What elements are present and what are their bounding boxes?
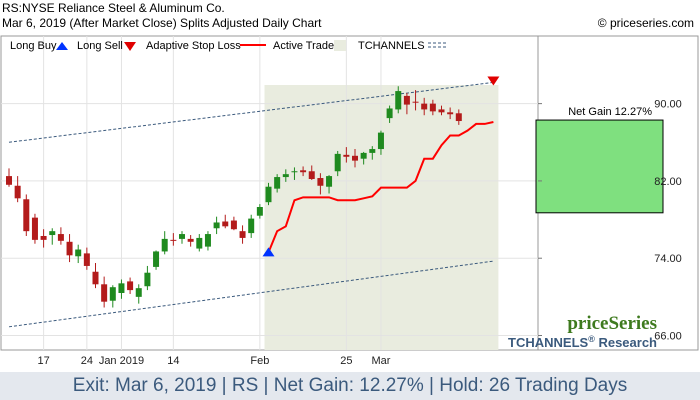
candle-body — [429, 103, 436, 112]
candle-body — [256, 207, 263, 216]
candle-body — [248, 218, 255, 234]
candle-body — [66, 241, 73, 256]
candle-body — [300, 170, 307, 173]
legend-long-buy: Long Buy — [10, 40, 57, 52]
candle-body — [455, 113, 462, 122]
candle-body — [360, 152, 367, 159]
candle-body — [395, 91, 402, 110]
candle-body — [14, 185, 21, 199]
legend-long-sell: Long Sell — [77, 40, 123, 52]
adaptive-stop-line — [267, 121, 494, 253]
x-tick-label: Mar — [371, 355, 390, 367]
legend-buy-arrow-icon — [56, 42, 68, 50]
x-tick-label: 14 — [167, 355, 179, 367]
net-gain-label: Net Gain 12.27% — [568, 106, 652, 118]
candle-body — [230, 220, 237, 230]
candle-body — [23, 199, 30, 232]
candle-body — [282, 174, 289, 178]
channel-upper-line — [8, 81, 494, 143]
candle-body — [161, 238, 168, 252]
candle-body — [83, 253, 90, 266]
candle-body — [144, 272, 151, 287]
candle-body — [204, 234, 211, 247]
candle-body — [377, 132, 384, 150]
y-tick-label: 66.00 — [654, 331, 682, 343]
price-chart: Net Gain 12.27% 66.00 74.00 82.00 90.00 17 24… — [0, 35, 699, 367]
candle-body — [6, 176, 12, 185]
y-tick-label: 82.00 — [654, 176, 682, 188]
candle-body — [40, 235, 47, 240]
candle-body — [196, 237, 203, 249]
candle-body — [222, 221, 229, 227]
candle-body — [153, 251, 160, 267]
x-tick-label: Feb — [250, 355, 269, 367]
candle-body — [75, 249, 82, 257]
candle-body — [92, 271, 99, 285]
watermark-tchannels: TCHANNELS — [508, 335, 588, 350]
candle-body — [127, 281, 134, 291]
candle-body — [170, 239, 177, 241]
candle-body — [412, 101, 419, 103]
candle-body — [447, 112, 454, 115]
legend-adaptive-stop: Adaptive Stop Loss — [146, 40, 241, 52]
candle-body — [118, 283, 125, 293]
channel-lower-line — [8, 260, 494, 328]
x-tick-label: 17 — [37, 355, 49, 367]
candle-body — [239, 231, 246, 238]
candle-body — [403, 95, 410, 105]
candle-body — [49, 231, 56, 236]
candle-body — [265, 186, 272, 203]
candle-body — [135, 288, 142, 297]
watermark-research-word: Research — [595, 335, 657, 350]
x-tick-label: Jan 2019 — [99, 355, 144, 367]
copyright: © priceseries.com — [597, 16, 694, 30]
legend-active-trade: Active Trade — [273, 40, 334, 52]
long-buy-arrow-icon — [262, 247, 275, 257]
candle-body — [291, 171, 298, 173]
net-gain-box — [535, 119, 664, 214]
candle-body — [101, 284, 108, 302]
candle-body — [352, 155, 358, 161]
trade-summary-footer: Exit: Mar 6, 2019 | RS | Net Gain: 12.27… — [0, 372, 700, 400]
candle-body — [57, 234, 64, 241]
legend-tchannels: TCHANNELS — [358, 40, 425, 52]
candle-body — [421, 103, 428, 110]
date-line: Mar 6, 2019 (After Market Close) Splits … — [2, 16, 322, 30]
y-tick-label: 74.00 — [654, 253, 682, 265]
y-tick-label: 90.00 — [654, 99, 682, 111]
candle-body — [386, 108, 393, 119]
x-tick-label: 24 — [81, 355, 93, 367]
candle-body — [317, 178, 324, 186]
candle-body — [187, 238, 194, 242]
symbol-line: RS:NYSE Reliance Steel & Aluminum Co. — [2, 1, 225, 15]
x-tick-label: 25 — [340, 355, 352, 367]
candle-body — [343, 154, 350, 157]
candle-body — [438, 109, 445, 113]
watermark-brand: priceSeries — [567, 313, 657, 334]
watermark-research: TCHANNELS® Research — [508, 334, 657, 350]
legend-active-trade-swatch — [334, 40, 346, 51]
candle-body — [308, 171, 315, 179]
long-sell-arrow-icon — [487, 76, 500, 86]
candle-body — [326, 176, 333, 187]
candle-body — [31, 217, 38, 240]
candle-body — [369, 149, 376, 153]
watermark-reg: ® — [588, 334, 595, 344]
candle-body — [179, 234, 185, 239]
candle-body — [334, 153, 341, 172]
candle-body — [213, 222, 220, 229]
legend-sell-arrow-icon — [124, 42, 136, 51]
candle-body — [109, 287, 116, 301]
candle-body — [274, 177, 281, 189]
